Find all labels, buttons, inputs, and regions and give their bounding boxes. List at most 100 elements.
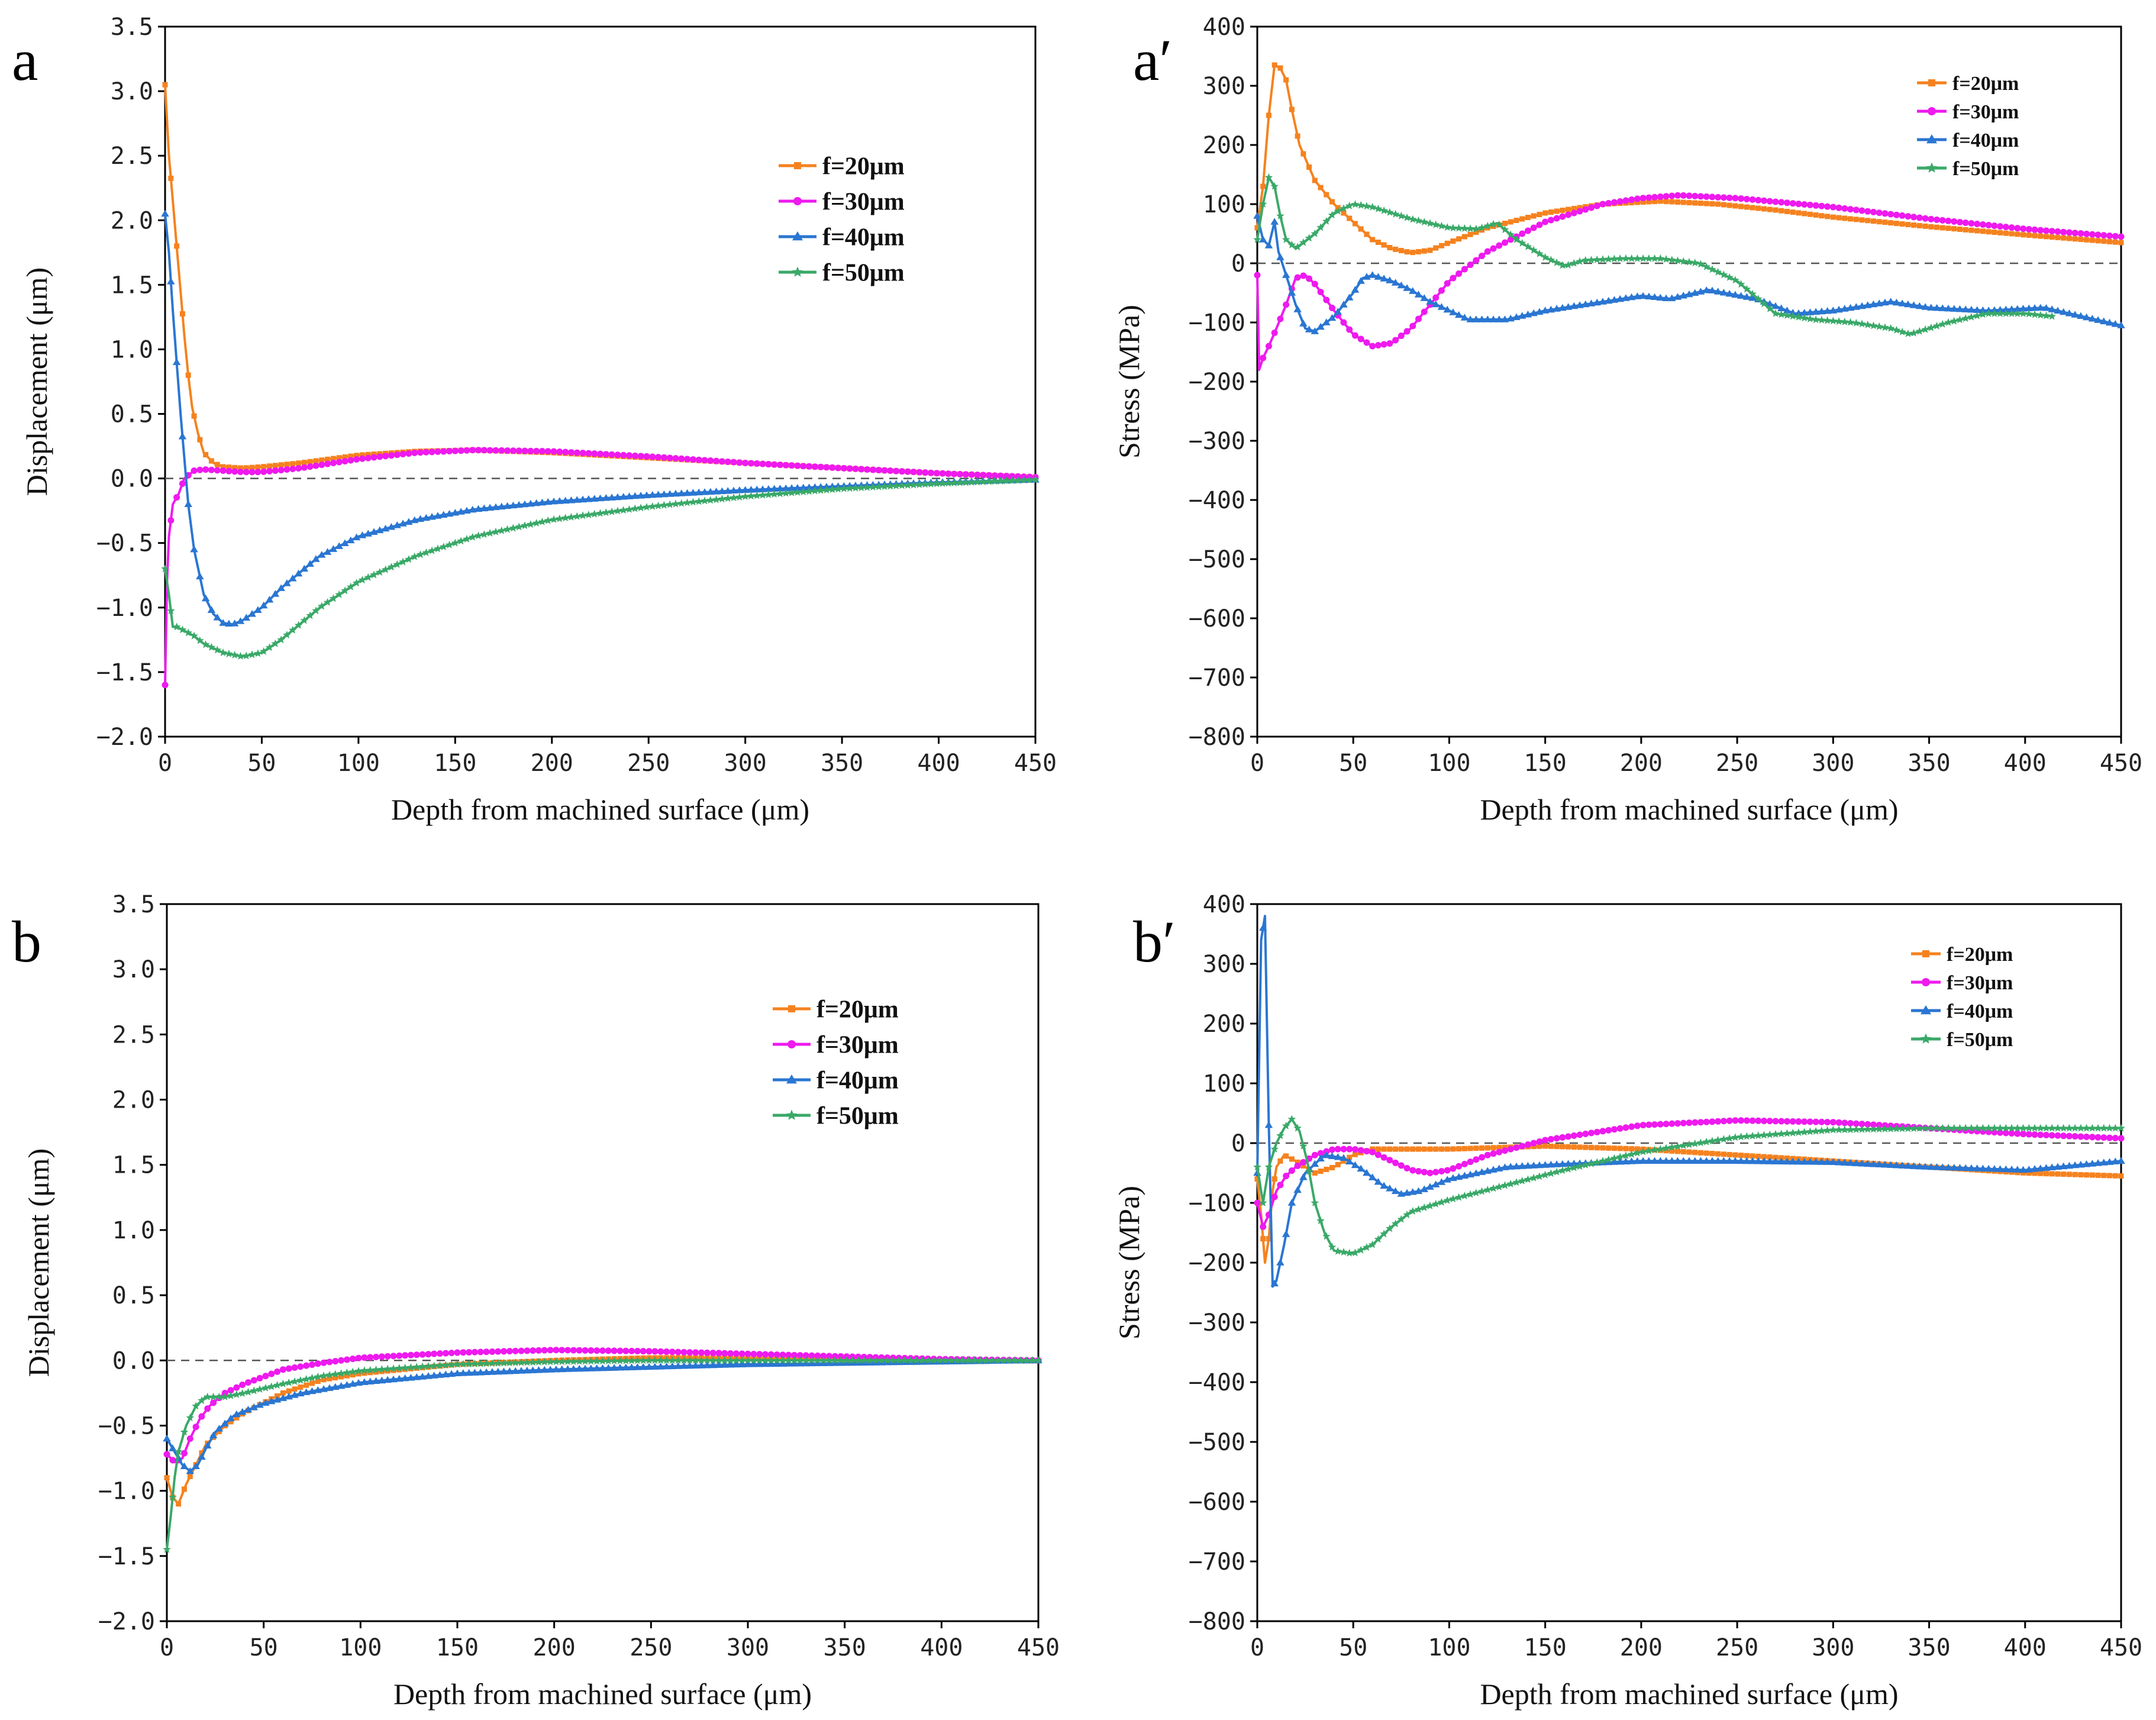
legend-marker (792, 266, 803, 277)
data-point (715, 1361, 723, 1368)
data-point (1795, 201, 1802, 208)
data-point (1898, 299, 1906, 306)
data-point (695, 497, 703, 505)
data-point (463, 506, 471, 514)
data-point (1990, 309, 1999, 317)
data-point (2100, 1134, 2107, 1141)
data-point (935, 1356, 944, 1364)
data-point (1022, 1356, 1031, 1364)
data-point (373, 1353, 380, 1360)
data-point (1477, 315, 1486, 322)
data-point (802, 1356, 810, 1364)
data-point (1610, 296, 1619, 303)
data-point (703, 1349, 711, 1356)
y-tick-label: 400 (1203, 891, 1245, 918)
data-point (738, 1356, 746, 1364)
x-tick-label: 0 (1250, 750, 1264, 777)
data-point (271, 639, 280, 647)
data-point (1829, 1158, 1838, 1166)
data-point (1287, 1199, 1296, 1206)
data-point (440, 448, 447, 455)
data-point (2088, 315, 2097, 322)
data-point (503, 502, 512, 509)
data-point (787, 488, 796, 496)
data-point (713, 457, 720, 464)
data-point (1848, 216, 1854, 222)
series-f50m (163, 1356, 1043, 1553)
data-point (1577, 1144, 1583, 1150)
data-point (1634, 199, 1640, 205)
data-point (248, 469, 256, 476)
data-point (1703, 1118, 1710, 1125)
data-point (1899, 221, 1905, 227)
data-point (407, 1351, 414, 1358)
data-point (515, 522, 524, 531)
data-point (756, 1351, 763, 1358)
data-point (1679, 1157, 1688, 1164)
data-point (1754, 295, 1763, 303)
legend-marker (1922, 950, 1929, 957)
data-point (298, 1384, 304, 1390)
data-point (1318, 1168, 1324, 1174)
data-point (1587, 299, 1596, 306)
data-point (1737, 1132, 1745, 1141)
data-point (1386, 1185, 1394, 1192)
data-point (1599, 201, 1606, 208)
legend-marker (1928, 79, 1935, 86)
data-point (1841, 1119, 1848, 1127)
data-point (327, 1376, 333, 1382)
data-point (1725, 1157, 1734, 1164)
data-point (1639, 254, 1647, 262)
data-point (1500, 1181, 1509, 1189)
data-point (602, 494, 611, 501)
data-point (604, 1357, 613, 1365)
data-point (2101, 1173, 2107, 1179)
data-point (732, 1350, 740, 1357)
data-point (732, 1356, 741, 1364)
data-point (1645, 194, 1652, 201)
data-point (376, 453, 383, 460)
data-point (1616, 1125, 1624, 1132)
data-point (2054, 1132, 2061, 1139)
data-point (1427, 1146, 1433, 1152)
y-tick-label: −1.0 (98, 1478, 155, 1505)
data-point (556, 497, 564, 504)
data-point (1254, 1176, 1260, 1182)
y-tick-label: 2.5 (111, 143, 153, 170)
data-point (239, 1381, 246, 1388)
data-point (605, 1347, 612, 1354)
data-point (1633, 292, 1642, 299)
data-point (540, 1366, 549, 1373)
data-point (785, 1351, 792, 1358)
data-point (1703, 201, 1709, 206)
data-point (198, 1413, 205, 1420)
data-point (701, 488, 709, 495)
data-point (1421, 308, 1428, 315)
data-point (1576, 1131, 1583, 1138)
y-tick-label: −700 (1189, 1548, 1245, 1576)
data-point (587, 1357, 595, 1365)
data-point (2020, 1131, 2027, 1138)
data-point (1938, 304, 1947, 311)
data-point (689, 456, 696, 463)
data-point (370, 454, 377, 461)
data-point (1542, 210, 1548, 216)
data-point (1600, 1145, 1606, 1151)
data-point (1380, 206, 1388, 214)
data-point (395, 1364, 404, 1372)
data-point (1921, 1124, 1929, 1132)
data-point (2071, 230, 2078, 237)
data-point (1852, 318, 1861, 327)
data-point (592, 1357, 601, 1365)
data-point (1525, 215, 1531, 220)
data-point (309, 1361, 315, 1368)
legend-item: f=40μm (1917, 130, 2019, 151)
data-point (1541, 306, 1550, 314)
data-point (262, 1373, 269, 1380)
data-point (1416, 1146, 1422, 1152)
data-point (562, 448, 569, 456)
data-point (1513, 218, 1519, 223)
data-point (1502, 239, 1509, 246)
data-point (370, 570, 378, 579)
